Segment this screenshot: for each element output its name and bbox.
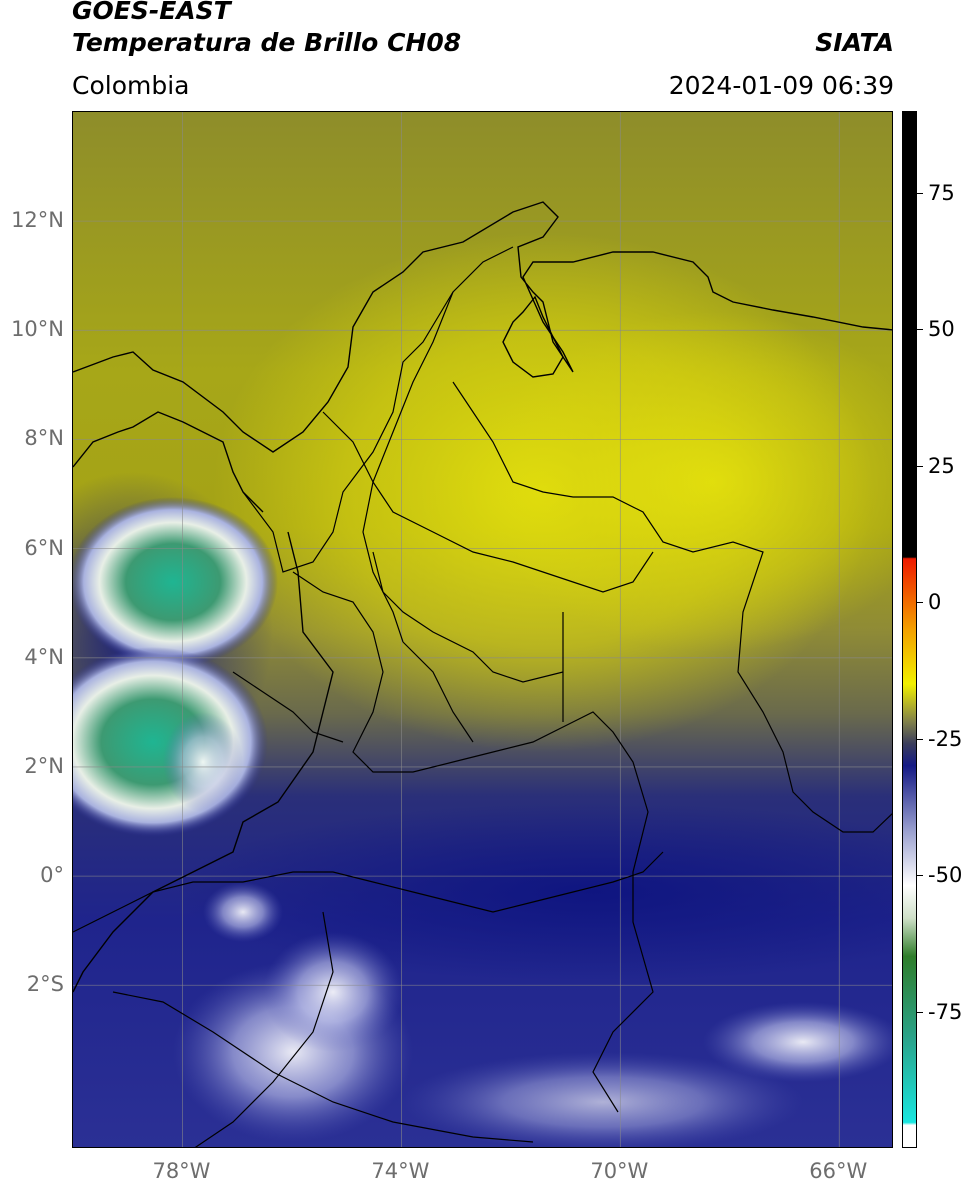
coastline: [73, 201, 892, 993]
admin-borders: [73, 246, 892, 1147]
colorbar-tick-5: [917, 875, 923, 877]
product-title: Temperatura de Brillo CH08: [72, 28, 462, 57]
colorbar-label-5: -50: [928, 863, 963, 888]
graticule: [73, 112, 892, 1147]
lat-label-2: 8°N: [24, 426, 64, 451]
lat-label-0: 12°N: [11, 208, 64, 233]
colorbar-tick-4: [917, 738, 923, 740]
colorbar-label-4: -25: [928, 726, 963, 751]
colorbar-label-2: 25: [928, 453, 955, 478]
lon-label-0: 78°W: [152, 1159, 211, 1183]
lat-label-7: 2°S: [26, 972, 64, 997]
lon-label-2: 70°W: [590, 1159, 649, 1183]
lat-label-5: 2°N: [24, 753, 64, 778]
colorbar-tick-6: [917, 1011, 923, 1013]
satellite-map: [72, 111, 893, 1148]
brand-label: SIATA: [815, 28, 894, 57]
colorbar-tick-3: [917, 602, 923, 604]
lon-label-1: 74°W: [371, 1159, 430, 1183]
colorbar-label-6: -75: [928, 999, 963, 1024]
satellite-title: GOES-EAST: [72, 0, 231, 25]
lon-label-3: 66°W: [809, 1159, 868, 1183]
lat-label-1: 10°N: [11, 317, 64, 342]
lat-label-3: 6°N: [24, 535, 64, 560]
colorbar: [902, 111, 917, 1148]
lat-label-6: 0°: [40, 863, 64, 888]
colorbar-tick-0: [917, 192, 923, 194]
colorbar-label-1: 50: [928, 317, 955, 342]
colorbar-tick-1: [917, 329, 923, 331]
colorbar-label-0: 75: [928, 180, 955, 205]
lat-label-4: 4°N: [24, 644, 64, 669]
region-label: Colombia: [72, 71, 190, 100]
map-canvas: [73, 112, 892, 1147]
datetime-label: 2024-01-09 06:39: [668, 71, 894, 100]
colorbar-label-3: 0: [928, 590, 942, 615]
colorbar-tick-2: [917, 465, 923, 467]
